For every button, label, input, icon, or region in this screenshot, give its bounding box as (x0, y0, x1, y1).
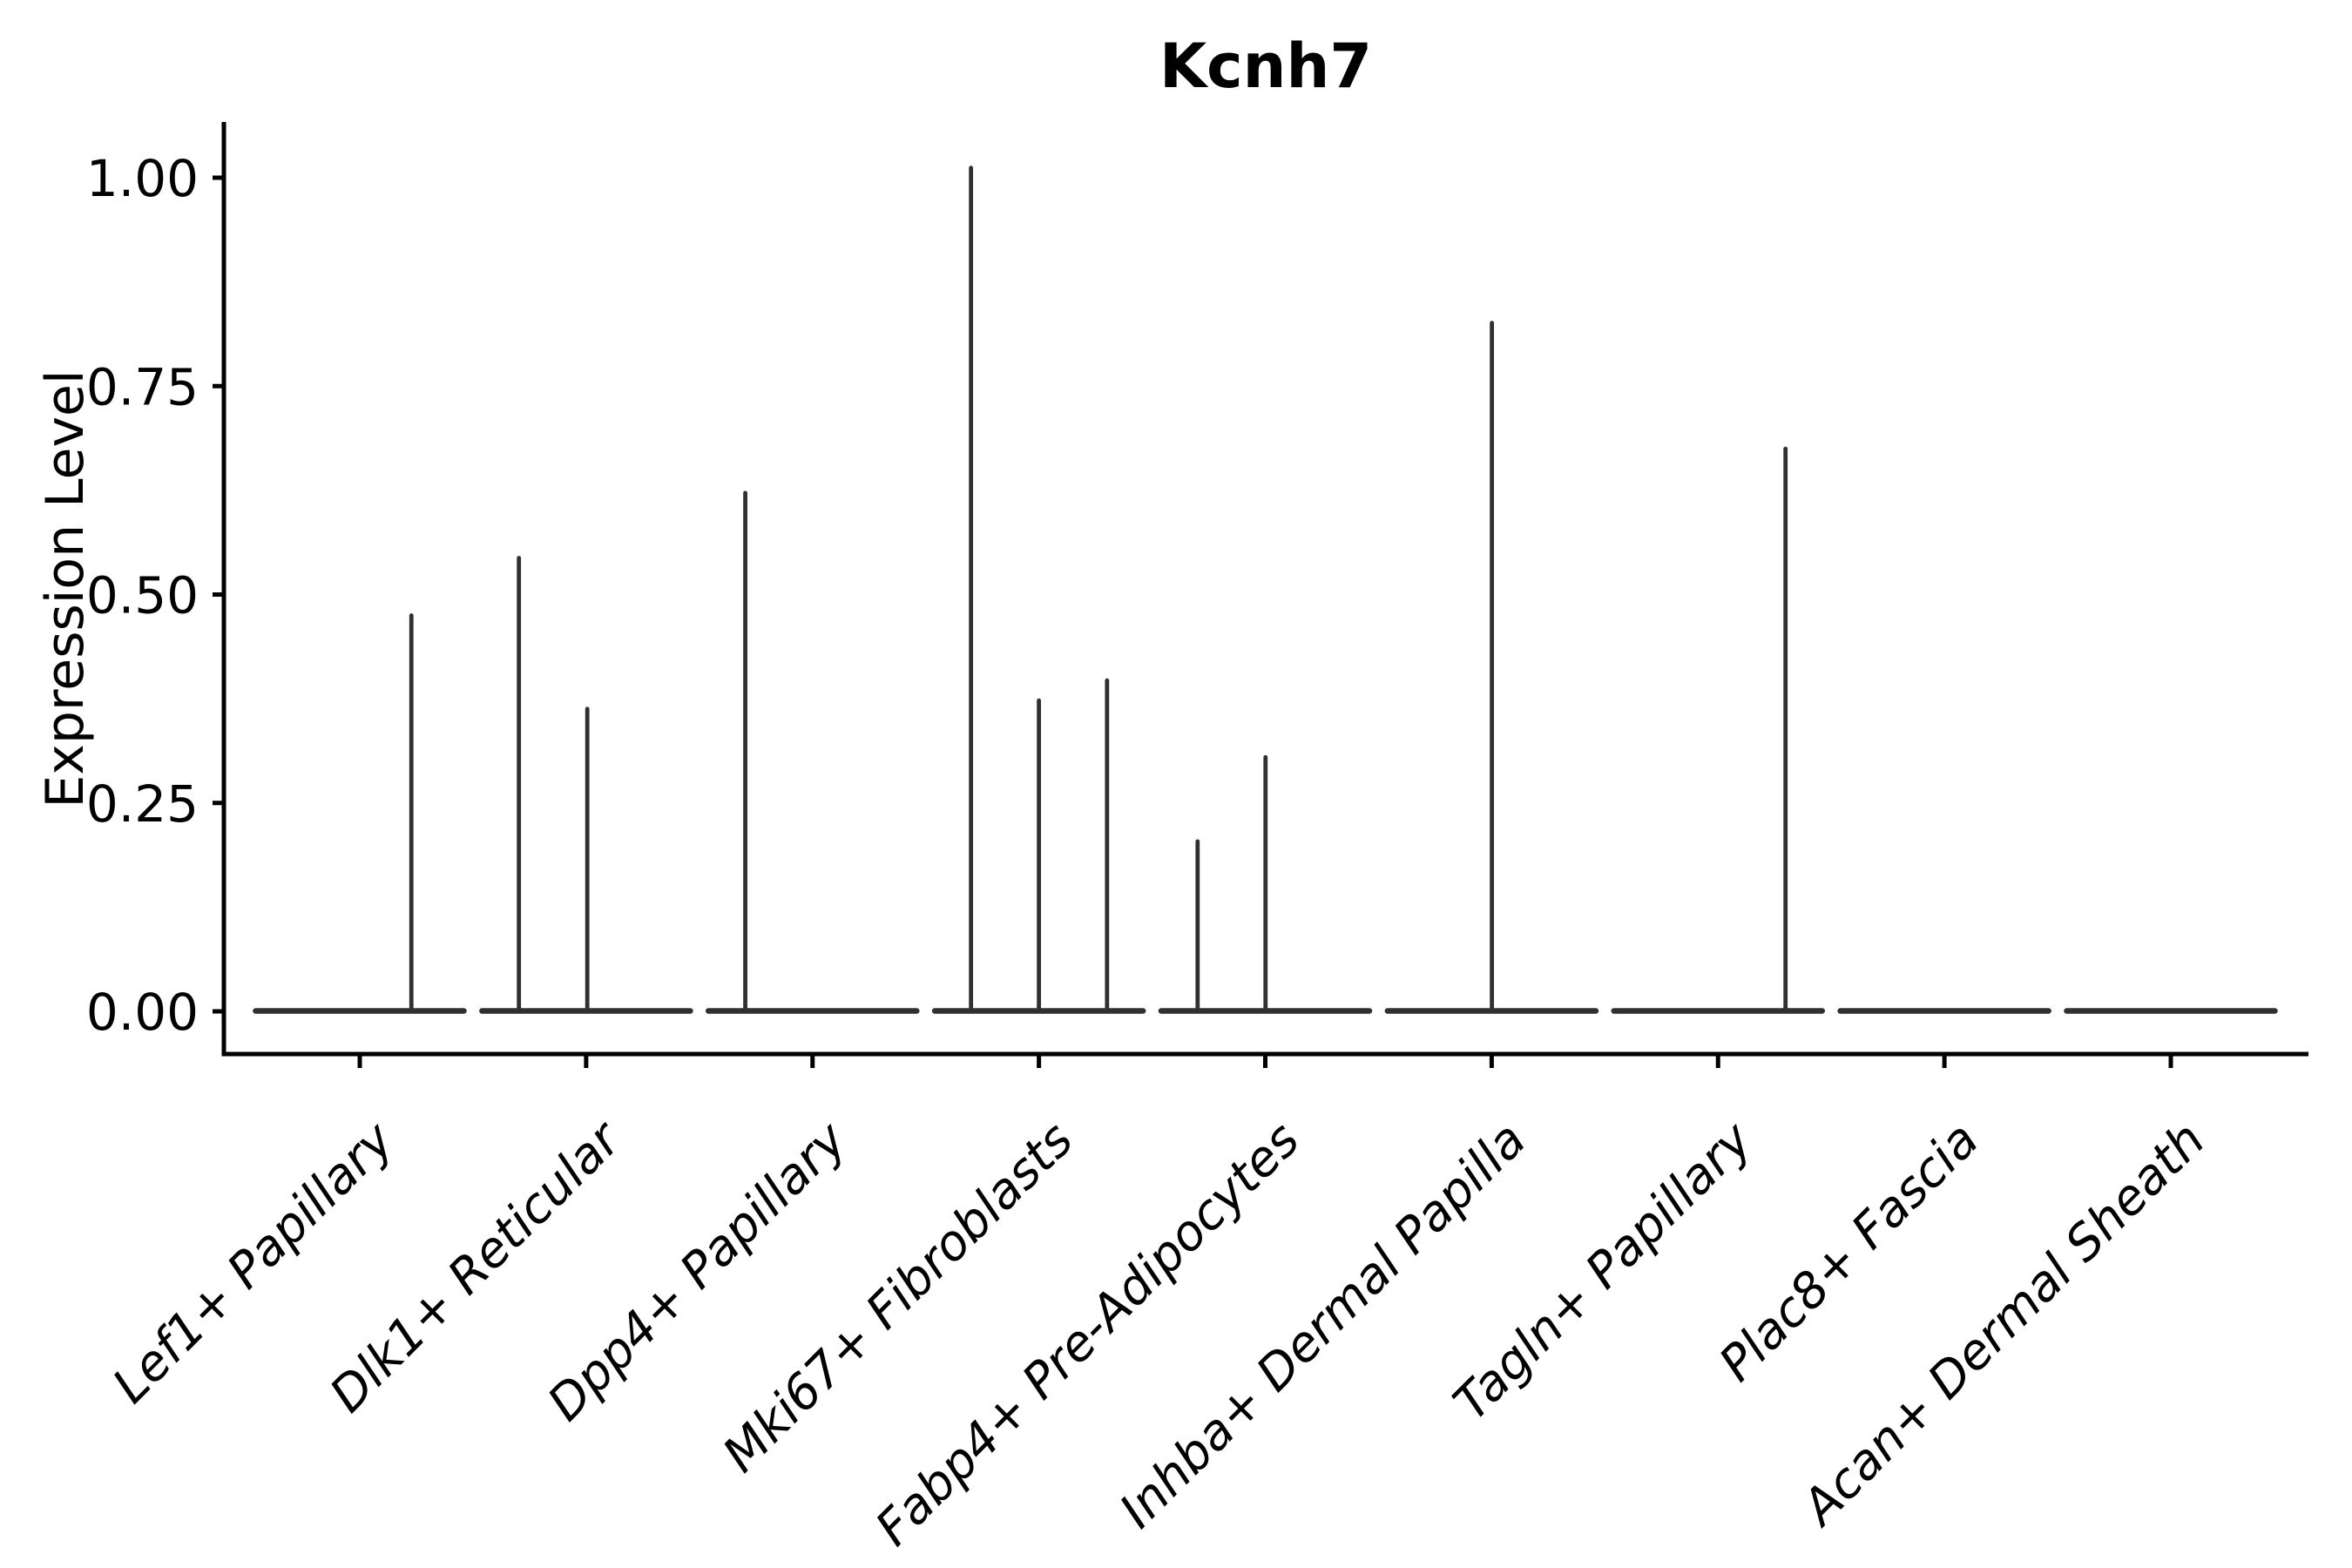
x-tick-label: Fabp4+ Pre-Adipocytes (865, 1112, 1310, 1557)
violin-layer (253, 166, 2278, 1014)
y-tick-label: 0.75 (86, 357, 199, 416)
y-tick-label: 0.00 (86, 983, 199, 1042)
chart-title: Kcnh7 (1159, 30, 1372, 102)
y-tick-label: 0.50 (86, 566, 199, 625)
x-tick-label: Inhba+ Dermal Papilla (1109, 1112, 1537, 1539)
y-tick-label: 1.00 (86, 149, 199, 208)
x-tick-label: Acan+ Dermal Sheath (1790, 1112, 2216, 1538)
y-axis-label: Expression Level (35, 369, 96, 808)
y-tick-label: 0.25 (86, 774, 199, 834)
